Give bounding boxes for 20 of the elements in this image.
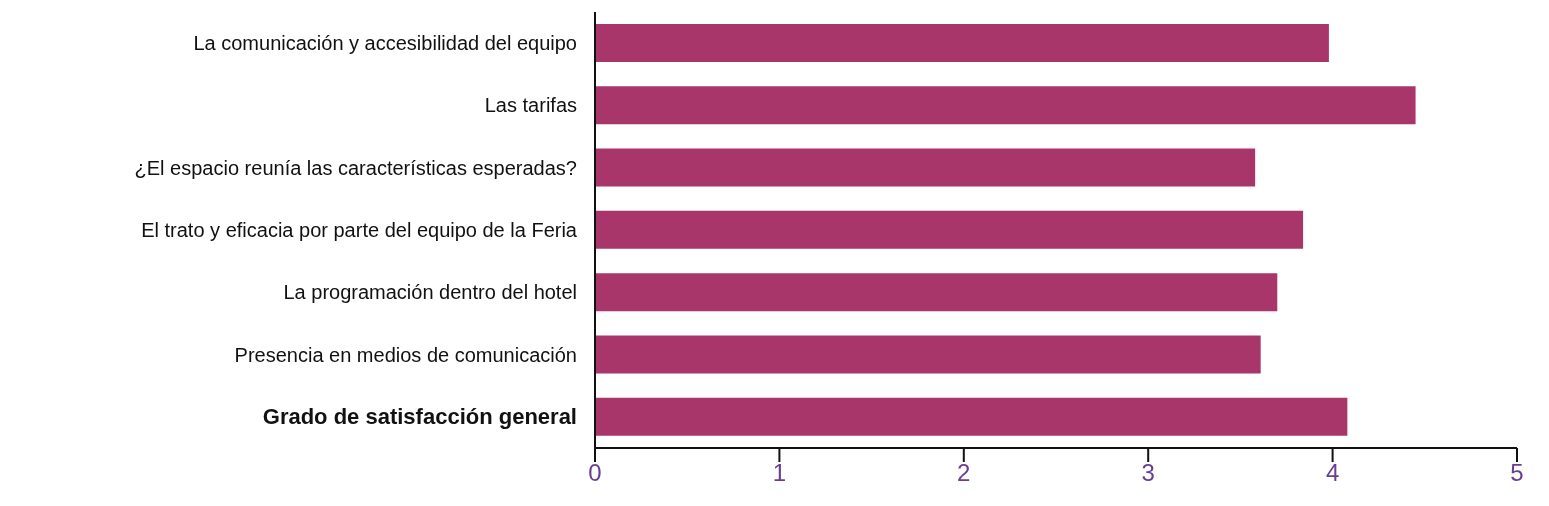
x-tick-label: 0 [588,459,602,487]
x-tick-label: 4 [1325,459,1340,487]
x-tick-label: 2 [957,459,971,487]
y-tick-label: Las tarifas [484,94,577,117]
x-tick-label: 3 [1141,459,1155,487]
bar [595,335,1261,374]
bar [595,273,1278,312]
y-tick-label: La programación dentro del hotel [283,281,577,304]
y-tick-label: ¿El espacio reunía las características esperadas? [134,156,577,179]
x-tick-label: 1 [772,459,787,487]
x-tick-label: 5 [1510,459,1524,487]
y-tick-label: La comunicación y accesibilidad del equipo [193,32,577,55]
bar [595,24,1329,62]
bar [595,397,1348,436]
y-tick-label: Grado de satisfacción general [262,403,577,429]
y-tick-label: Presencia en medios de comunicación [234,343,577,366]
bar [595,148,1256,187]
bar [595,210,1304,249]
bar [595,86,1416,125]
y-tick-label: El trato y eficacia por parte del equipo de la Feria [141,219,578,241]
